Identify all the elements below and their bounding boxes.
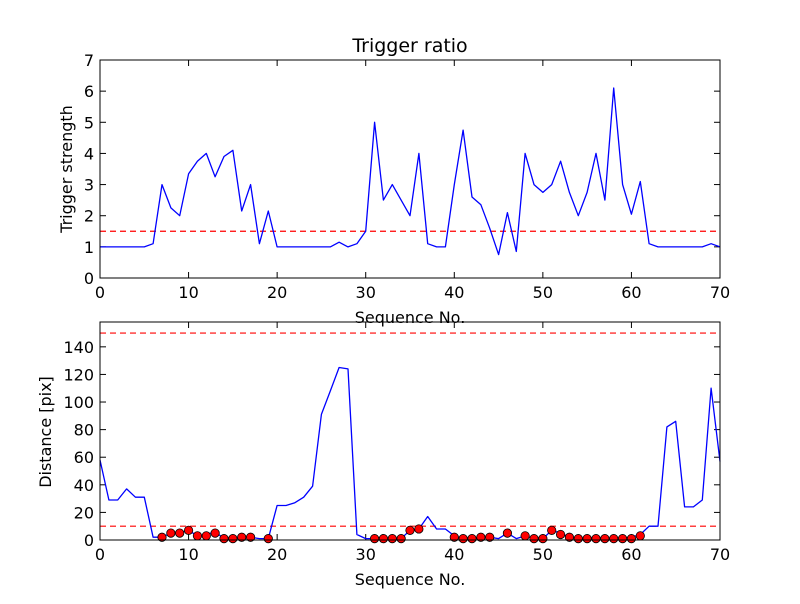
top-x-axis-label: Sequence No. [355, 308, 466, 327]
bottom-data-marker [485, 532, 495, 542]
chart-title: Trigger ratio [351, 35, 467, 57]
bottom-data-marker [529, 534, 539, 544]
bottom-y-tick-label: 20 [74, 503, 94, 522]
top-axis-ticks: 0 10 20 30 40 50 60 70 0 1 2 3 4 5 6 7 [84, 51, 730, 302]
bottom-axis-ticks: 0 10 20 30 40 50 60 70 0 20 40 60 80 100 120 140 [63, 322, 730, 564]
bottom-data-marker [157, 532, 167, 542]
top-x-tick-label: 30 [356, 283, 376, 302]
bottom-data-marker [263, 534, 273, 544]
bottom-data-marker [201, 531, 211, 541]
bottom-data-marker [210, 528, 220, 538]
bottom-data-marker [183, 525, 194, 535]
bottom-data-marker [476, 532, 486, 542]
top-plot-area [100, 87, 721, 256]
bottom-data-marker [547, 525, 557, 535]
top-y-tick-label: 2 [84, 207, 94, 226]
bottom-y-tick-label: 120 [63, 365, 94, 384]
top-y-tick-label: 1 [84, 238, 94, 257]
bottom-data-marker [600, 534, 610, 544]
bottom-y-tick-label: 80 [74, 421, 94, 440]
top-y-tick-label: 6 [84, 82, 94, 101]
bottom-data-marker [396, 534, 406, 544]
bottom-data-marker [378, 534, 389, 544]
top-x-tick-label: 50 [533, 283, 553, 302]
top-y-tick-label: 4 [84, 144, 94, 163]
bottom-x-tick-label: 60 [621, 545, 641, 564]
bottom-data-marker [458, 534, 468, 544]
bottom-data-marker [387, 534, 397, 544]
bottom-data-marker [626, 534, 637, 544]
bottom-plot-frame [99, 321, 721, 541]
bottom-data-marker [245, 532, 256, 542]
bottom-data-marker [166, 528, 176, 538]
bottom-data-marker [591, 534, 601, 544]
bottom-data-marker [582, 534, 592, 544]
bottom-plot-area [99, 332, 721, 544]
bottom-data-marker [502, 528, 513, 538]
bottom-y-tick-label: 60 [74, 448, 94, 467]
bottom-x-tick-label: 70 [710, 545, 730, 564]
bottom-data-marker [520, 531, 530, 541]
bottom-x-tick-label: 50 [533, 545, 553, 564]
bottom-data-marker [405, 525, 415, 535]
top-y-tick-label: 0 [84, 269, 94, 288]
top-series-line [100, 87, 721, 256]
bottom-x-tick-label: 30 [356, 545, 376, 564]
bottom-data-marker [573, 534, 583, 544]
top-y-tick-label: 7 [84, 51, 94, 70]
top-x-tick-label: 60 [621, 283, 641, 302]
bottom-data-marker [219, 534, 229, 544]
bottom-y-tick-label: 100 [63, 393, 94, 412]
top-x-tick-label: 0 [95, 283, 105, 302]
top-plot-frame [99, 59, 721, 279]
bottom-data-marker [449, 532, 459, 542]
top-y-tick-label: 3 [84, 176, 94, 195]
bottom-y-tick-label: 0 [84, 531, 94, 550]
top-x-tick-label: 10 [178, 283, 198, 302]
bottom-data-marker [175, 528, 185, 538]
bottom-series-line [99, 366, 721, 540]
bottom-data-marker [555, 529, 566, 540]
bottom-data-marker [414, 524, 424, 534]
bottom-data-marker [538, 534, 548, 544]
trigger-ratio-chart: Trigger ratio Sequence No. Trigger stren… [57, 35, 730, 327]
bottom-data-marker [564, 532, 575, 542]
top-y-axis-label: Trigger strength [57, 105, 76, 234]
bottom-x-tick-label: 20 [267, 545, 287, 564]
bottom-data-marker [192, 531, 203, 541]
bottom-data-marker [467, 534, 477, 544]
bottom-y-tick-label: 140 [63, 338, 94, 357]
bottom-x-tick-label: 0 [95, 545, 105, 564]
bottom-x-tick-label: 40 [444, 545, 464, 564]
top-x-tick-label: 70 [710, 283, 730, 302]
distance-chart: Sequence No. Distance [pix] 0 10 20 30 40 50 6… [36, 321, 730, 589]
bottom-x-axis-label: Sequence No. [355, 570, 466, 589]
bottom-data-marker [237, 532, 247, 542]
top-y-tick-label: 5 [84, 113, 94, 132]
bottom-x-tick-label: 10 [178, 545, 198, 564]
bottom-data-marker [369, 534, 380, 544]
bottom-y-axis-label: Distance [pix] [36, 376, 55, 488]
top-x-tick-label: 40 [444, 283, 464, 302]
bottom-data-marker [609, 534, 619, 544]
top-x-tick-label: 20 [267, 283, 287, 302]
bottom-data-marker [635, 531, 645, 541]
bottom-data-marker [617, 534, 628, 544]
bottom-y-tick-label: 40 [74, 476, 94, 495]
bottom-data-marker [228, 534, 238, 544]
